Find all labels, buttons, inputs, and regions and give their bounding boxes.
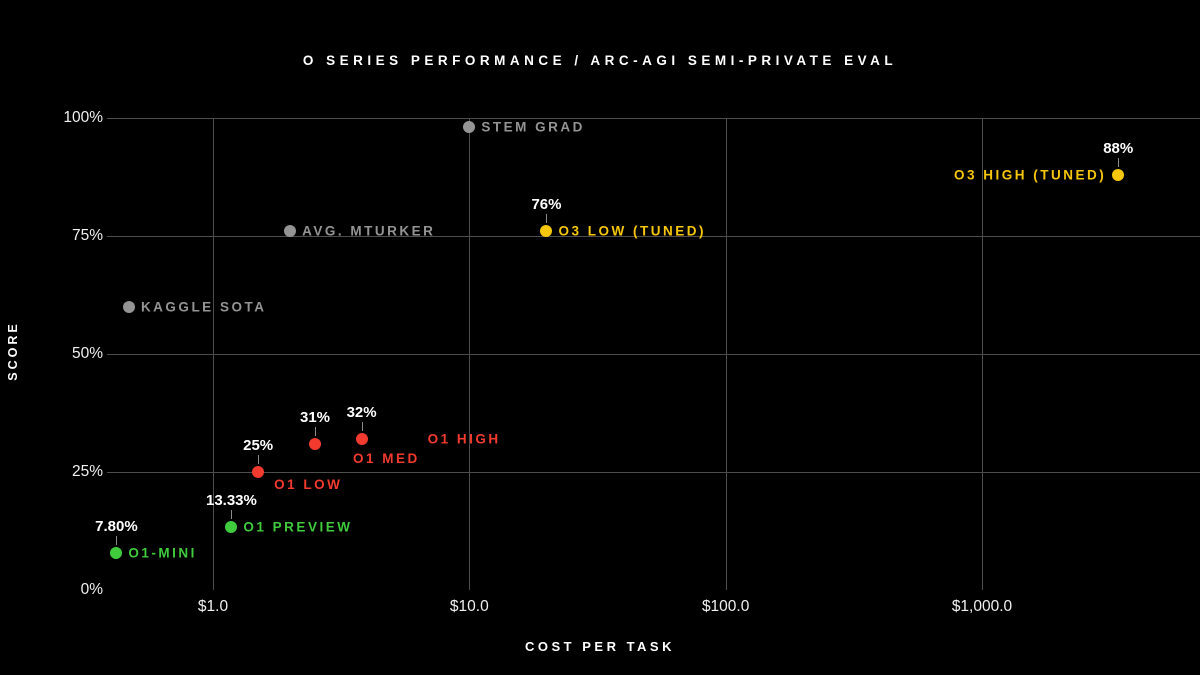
x-axis-tick-label: $10.0: [449, 598, 489, 615]
value-leader-line: [315, 426, 316, 436]
grid-line-horizontal: [107, 118, 1200, 119]
y-axis-tick-label: 75%: [71, 227, 103, 244]
data-point-dot: [110, 547, 123, 560]
data-point-label: O1-MINI: [128, 545, 197, 561]
y-axis-title: SCORE: [6, 321, 20, 381]
y-axis-tick-label: 100%: [63, 109, 103, 126]
y-axis-tick-label: 50%: [71, 345, 103, 362]
data-point-dot: [309, 437, 321, 450]
grid-line-horizontal: [107, 472, 1200, 473]
data-point-label: O1 LOW: [274, 477, 343, 492]
data-point-label: O3 HIGH (TUNED): [953, 167, 1107, 183]
x-axis-tick-label: $1.0: [197, 598, 229, 615]
data-point-dot: [463, 121, 476, 134]
data-point-label: AVG. MTURKER: [302, 223, 436, 239]
data-point-value-label: 13.33%: [205, 492, 257, 510]
grid-line-vertical: [213, 118, 214, 590]
value-leader-line: [546, 214, 548, 224]
x-axis-tick-label: $1,000.0: [951, 598, 1013, 615]
data-point-label: STEM GRAD: [481, 119, 585, 135]
data-point-value-label: 25%: [243, 437, 274, 454]
data-point-label: O3 LOW (TUNED): [558, 223, 706, 239]
data-point-dot: [252, 466, 265, 478]
data-point-value-label: 31%: [299, 408, 331, 426]
y-axis-tick-label: 0%: [80, 581, 103, 598]
data-point-value-label: 32%: [346, 403, 377, 421]
x-axis-tick-label: $100.0: [701, 598, 750, 615]
value-leader-line: [1118, 157, 1120, 167]
value-leader-line: [116, 536, 118, 546]
chart-title: O SERIES PERFORMANCE / ARC-AGI SEMI-PRIV…: [302, 53, 898, 68]
value-leader-line: [231, 510, 233, 520]
data-point-value-label: 76%: [531, 196, 562, 214]
grid-line-vertical: [981, 118, 983, 590]
data-point-dot: [122, 300, 135, 313]
grid-line-horizontal: [107, 236, 1200, 237]
y-axis-tick-label: 25%: [71, 463, 103, 480]
grid-line-horizontal: [107, 354, 1200, 355]
x-axis-title: COST PER TASK: [525, 639, 675, 654]
data-point-dot: [540, 225, 553, 238]
grid-line-vertical: [469, 118, 471, 590]
data-point-dot: [1112, 168, 1125, 181]
data-point-label: O1 MED: [353, 450, 420, 466]
data-point-dot: [225, 521, 238, 534]
data-point-value-label: 88%: [1103, 139, 1134, 157]
data-point-dot: [284, 225, 297, 238]
value-leader-line: [361, 421, 363, 431]
data-point-label: KAGGLE SOTA: [140, 299, 267, 315]
data-point-label: O1 PREVIEW: [243, 519, 353, 535]
data-point-dot: [355, 432, 368, 445]
grid-line-vertical: [725, 118, 727, 590]
data-point-label: O1 HIGH: [427, 431, 501, 447]
value-leader-line: [258, 455, 260, 464]
data-point-value-label: 7.80%: [95, 518, 138, 536]
